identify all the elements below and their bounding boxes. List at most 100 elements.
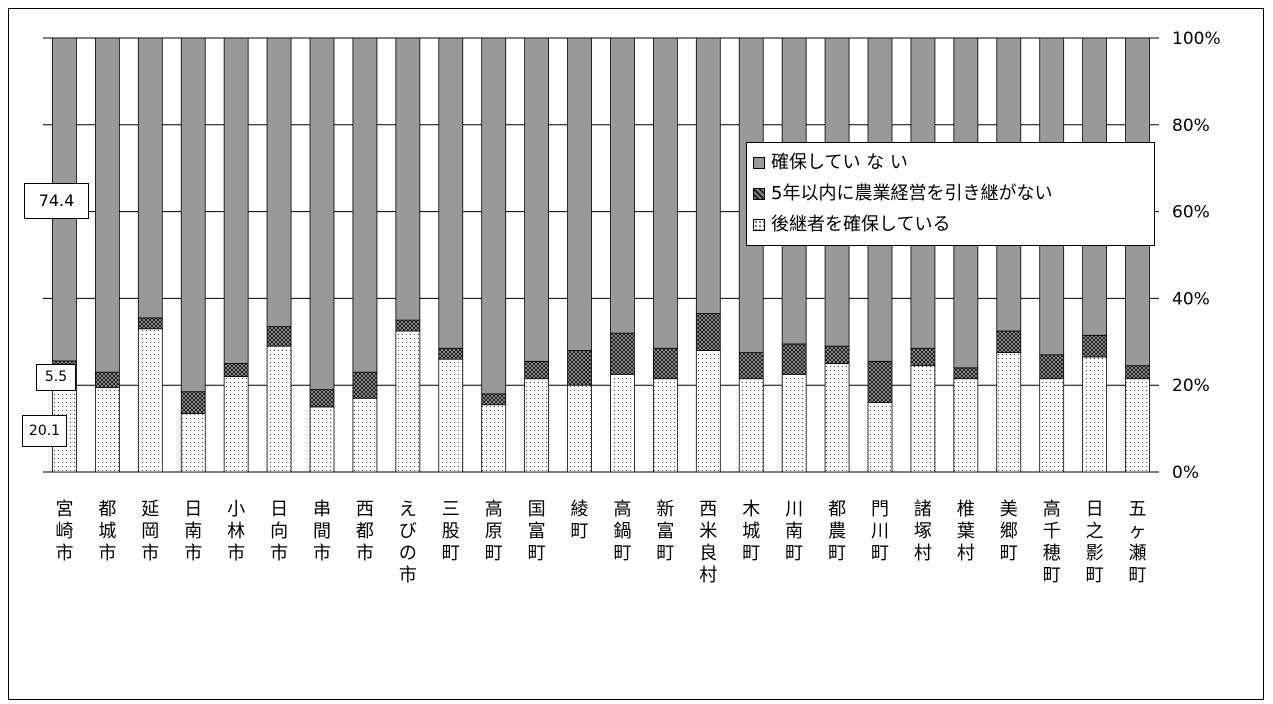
y-tick-label: 40%: [1172, 289, 1210, 309]
category-label: 西都市: [355, 499, 374, 564]
bar-segment: [352, 371, 378, 399]
legend-item-not-secured: 確保してい な い: [753, 147, 1148, 178]
bar-segment: [481, 404, 507, 473]
y-tick-label: 20%: [1172, 376, 1210, 396]
legend-swatch-secured: [753, 218, 765, 231]
bar-segment: [94, 386, 120, 473]
bar-segment: [738, 378, 764, 473]
y-tick-label: 60%: [1172, 203, 1210, 223]
bar-segment: [352, 397, 378, 473]
bar-segment: [266, 326, 292, 347]
bar-segment: [867, 360, 893, 403]
bar-segment: [652, 378, 678, 473]
legend-swatch-not-secured: [753, 156, 765, 169]
category-label: 三股町: [441, 499, 460, 564]
bar-segment: [137, 37, 163, 319]
category-label: 日南市: [184, 499, 203, 564]
bar-segment: [395, 37, 421, 321]
bar-segment: [996, 330, 1022, 354]
y-tick-label: 80%: [1172, 116, 1210, 136]
legend-label-no-succession: 5年以内に農業経営を引き継がない: [771, 183, 1053, 204]
bar-segment: [867, 402, 893, 473]
category-label: 都城市: [98, 499, 117, 564]
bar-segment: [481, 37, 507, 395]
bar-segment: [395, 330, 421, 473]
bar-segment: [652, 347, 678, 380]
bar-segment: [996, 352, 1022, 473]
category-label: 高鍋町: [613, 499, 632, 564]
bar-segment: [610, 37, 635, 334]
category-label: 椎葉村: [956, 499, 975, 564]
category-label: 延岡市: [141, 499, 160, 564]
bar-segment: [352, 37, 378, 373]
bar-segment: [438, 37, 464, 349]
bar-segment: [438, 358, 464, 473]
category-label: 諸塚村: [913, 499, 932, 564]
category-label: 宮崎市: [55, 499, 74, 564]
stacked-bar-chart: 0% 20% 40% 60% 80% 100%: [43, 29, 1221, 483]
bar-segment: [953, 378, 979, 473]
category-label: えびの市: [398, 499, 417, 586]
bar-segment: [610, 373, 635, 473]
bar-segment: [567, 384, 592, 473]
category-label: 高原町: [484, 499, 503, 564]
bar-segment: [94, 371, 120, 388]
bar-segment: [223, 376, 249, 473]
bar-segment: [652, 37, 678, 349]
bar-segment: [1039, 378, 1065, 473]
bar-segment: [524, 378, 550, 473]
legend: 確保してい な い 5年以内に農業経営を引き継がない 後継者を確保している: [746, 142, 1155, 246]
bar-segment: [309, 406, 335, 473]
bar-segment: [824, 345, 850, 364]
category-label: 国富町: [527, 499, 546, 564]
category-label: 日之影町: [1085, 499, 1104, 586]
legend-label-secured: 後継者を確保している: [771, 214, 951, 235]
bar-segment: [309, 389, 335, 408]
category-label: 門川町: [871, 499, 889, 564]
bar-segment: [180, 413, 206, 473]
bar-segment: [137, 328, 163, 473]
bar-segment: [266, 37, 292, 328]
category-label: 美郷町: [999, 499, 1018, 564]
category-label: 綾町: [570, 499, 589, 542]
bar-segment: [223, 37, 249, 364]
legend-swatch-no-succession: [753, 187, 765, 200]
bar-segment: [524, 360, 550, 380]
data-label-middle: 5.5: [36, 364, 76, 391]
category-label: 新富町: [656, 499, 675, 564]
bar-segment: [481, 393, 507, 406]
bar-segment: [738, 352, 764, 380]
chart-frame: 0% 20% 40% 60% 80% 100% 宮崎市 都城市 延岡市 日南市 小林市 日向市 串間市…: [8, 8, 1264, 700]
bar-segment: [1082, 356, 1108, 473]
bar-segment: [910, 347, 936, 367]
category-label: 小林市: [227, 499, 246, 564]
bar-segment: [223, 363, 249, 377]
bar-segment: [953, 367, 979, 380]
category-label: 木城町: [742, 499, 761, 564]
bar-segment: [180, 37, 206, 393]
bar-segment: [567, 350, 592, 386]
bar-segment: [137, 317, 163, 330]
bar-segment: [1125, 378, 1150, 473]
bar-segment: [266, 345, 292, 473]
bar-segment: [94, 37, 120, 373]
legend-item-secured: 後継者を確保している: [753, 209, 1148, 240]
gridlines: [43, 37, 1159, 473]
bar-segment: [695, 350, 721, 473]
bar-segment: [309, 37, 335, 390]
category-label: 日向市: [270, 499, 289, 564]
category-label: 五ヶ瀬町: [1128, 499, 1147, 586]
data-label-bottom: 20.1: [22, 415, 67, 447]
bars: [52, 37, 1150, 473]
bar-segment: [824, 363, 850, 473]
bar-segment: [567, 37, 592, 351]
bar-segment: [1125, 365, 1150, 380]
category-label: 串間市: [313, 499, 331, 564]
bar-segment: [695, 37, 721, 314]
bar-segment: [1039, 354, 1065, 380]
y-tick-label: 100%: [1172, 29, 1221, 49]
category-label: 川南町: [785, 499, 804, 564]
category-label: 高千穂町: [1042, 499, 1061, 586]
data-label-top: 74.4: [24, 183, 89, 219]
category-label: 都農町: [828, 499, 847, 564]
